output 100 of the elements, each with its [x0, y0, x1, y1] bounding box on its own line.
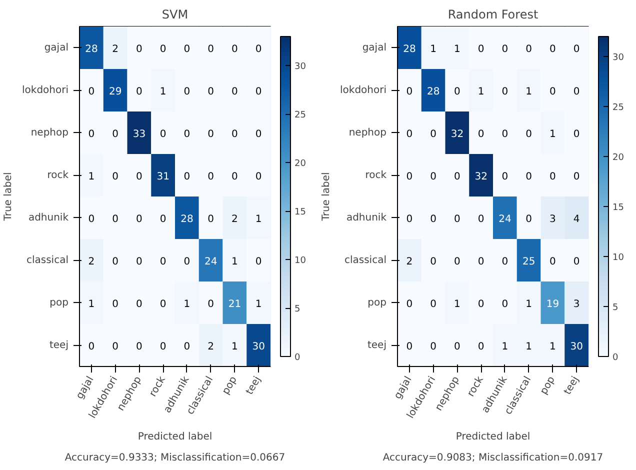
- data-label: 0: [208, 171, 214, 182]
- data-label: 1: [550, 341, 556, 352]
- data-label: 0: [255, 86, 262, 98]
- data-label: 0: [573, 86, 580, 98]
- data-label: 0: [430, 214, 437, 225]
- y-tick-label: teej: [367, 340, 387, 351]
- data-label: 0: [208, 214, 214, 225]
- data-label: 0: [478, 128, 484, 140]
- data-label: 0: [184, 256, 190, 268]
- data-label: 3: [573, 298, 580, 310]
- color-bar-label: 25: [294, 110, 306, 121]
- color-bar-label: 5: [294, 304, 300, 315]
- y-tick-label: rock: [47, 170, 69, 181]
- data-label: 1: [88, 298, 95, 310]
- chart-title: Random Forest: [448, 8, 538, 22]
- data-label: 25: [522, 256, 536, 268]
- data-label: 0: [208, 128, 214, 140]
- data-label: 2: [232, 214, 238, 225]
- data-label: 0: [406, 128, 413, 140]
- data-label: 0: [430, 171, 437, 182]
- data-label: 0: [255, 128, 262, 140]
- data-label: 1: [232, 341, 238, 352]
- y-tick-label: pop: [368, 297, 387, 308]
- data-label: 33: [132, 128, 146, 140]
- y-tick-label: gajal: [44, 42, 69, 54]
- data-label: 0: [160, 128, 166, 140]
- color-bar-label: 15: [294, 208, 306, 218]
- data-label: 0: [550, 171, 556, 182]
- y-tick-label: pop: [50, 297, 69, 308]
- data-label: 30: [252, 341, 265, 352]
- color-bar-label: 20: [294, 159, 306, 170]
- data-label: 0: [573, 171, 580, 182]
- data-label: 28: [180, 214, 194, 225]
- data-label: 0: [136, 214, 142, 225]
- data-label: 0: [136, 44, 142, 55]
- data-label: 0: [88, 86, 95, 98]
- data-label: 0: [88, 128, 95, 140]
- data-label: 0: [232, 128, 238, 140]
- x-axis-title: Predicted label: [138, 431, 212, 442]
- data-label: 29: [108, 86, 122, 98]
- data-label: 0: [406, 214, 413, 225]
- data-label: 4: [573, 214, 580, 225]
- data-label: 1: [526, 341, 532, 352]
- data-label: 24: [498, 214, 512, 225]
- data-label: 31: [156, 171, 170, 182]
- data-label: 0: [502, 44, 508, 55]
- data-label: 28: [85, 44, 98, 55]
- data-label: 32: [474, 171, 488, 182]
- data-label: 0: [430, 341, 437, 352]
- data-label: 0: [136, 256, 142, 268]
- data-label: 0: [502, 86, 508, 98]
- data-label: 0: [478, 256, 484, 268]
- chart-title: SVM: [162, 8, 188, 22]
- data-label: 0: [430, 128, 437, 140]
- data-label: 0: [160, 341, 166, 352]
- data-label: 0: [526, 171, 532, 182]
- data-label: 32: [450, 128, 464, 140]
- y-tick-label: adhunik: [346, 212, 387, 224]
- data-label: 0: [406, 171, 413, 182]
- data-label: 1: [478, 86, 484, 98]
- y-axis-title: True label: [3, 172, 14, 222]
- data-label: 0: [232, 171, 238, 182]
- data-label: 0: [454, 86, 460, 98]
- y-tick-label: rock: [365, 170, 387, 181]
- data-label: 0: [406, 298, 413, 310]
- data-label: 28: [403, 44, 416, 55]
- data-label: 0: [573, 256, 580, 268]
- data-label: 0: [184, 86, 190, 98]
- data-label: 0: [255, 44, 262, 55]
- data-label: 24: [204, 256, 218, 268]
- color-bar-label: 20: [612, 153, 624, 163]
- data-label: 0: [550, 256, 556, 268]
- data-label: 2: [88, 256, 95, 268]
- data-label: 1: [255, 298, 262, 310]
- color-bar-label: 0: [294, 353, 300, 363]
- color-bar-label: 5: [612, 303, 618, 313]
- data-label: 0: [502, 256, 508, 268]
- y-tick-label: nephop: [30, 127, 69, 138]
- data-label: 0: [573, 44, 580, 55]
- color-bar-label: 30: [612, 53, 624, 63]
- data-label: 0: [232, 86, 238, 98]
- data-label: 0: [160, 298, 166, 310]
- data-label: 0: [160, 256, 166, 268]
- data-label: 1: [526, 86, 532, 98]
- data-label: 0: [208, 298, 214, 310]
- data-label: 0: [112, 214, 119, 225]
- y-tick-label: lokdohori: [22, 84, 68, 96]
- data-label: 0: [478, 341, 484, 352]
- data-label: 0: [184, 128, 190, 140]
- y-tick-label: classical: [344, 254, 387, 266]
- data-label: 0: [160, 44, 166, 55]
- data-label: 0: [526, 214, 532, 225]
- data-label: 0: [502, 128, 508, 140]
- y-tick-label: teej: [49, 340, 69, 351]
- data-label: 1: [526, 298, 532, 310]
- data-label: 1: [160, 86, 166, 98]
- data-label: 2: [406, 256, 413, 268]
- data-label: 2: [112, 44, 119, 55]
- data-label: 0: [478, 298, 484, 310]
- data-label: 0: [454, 171, 460, 182]
